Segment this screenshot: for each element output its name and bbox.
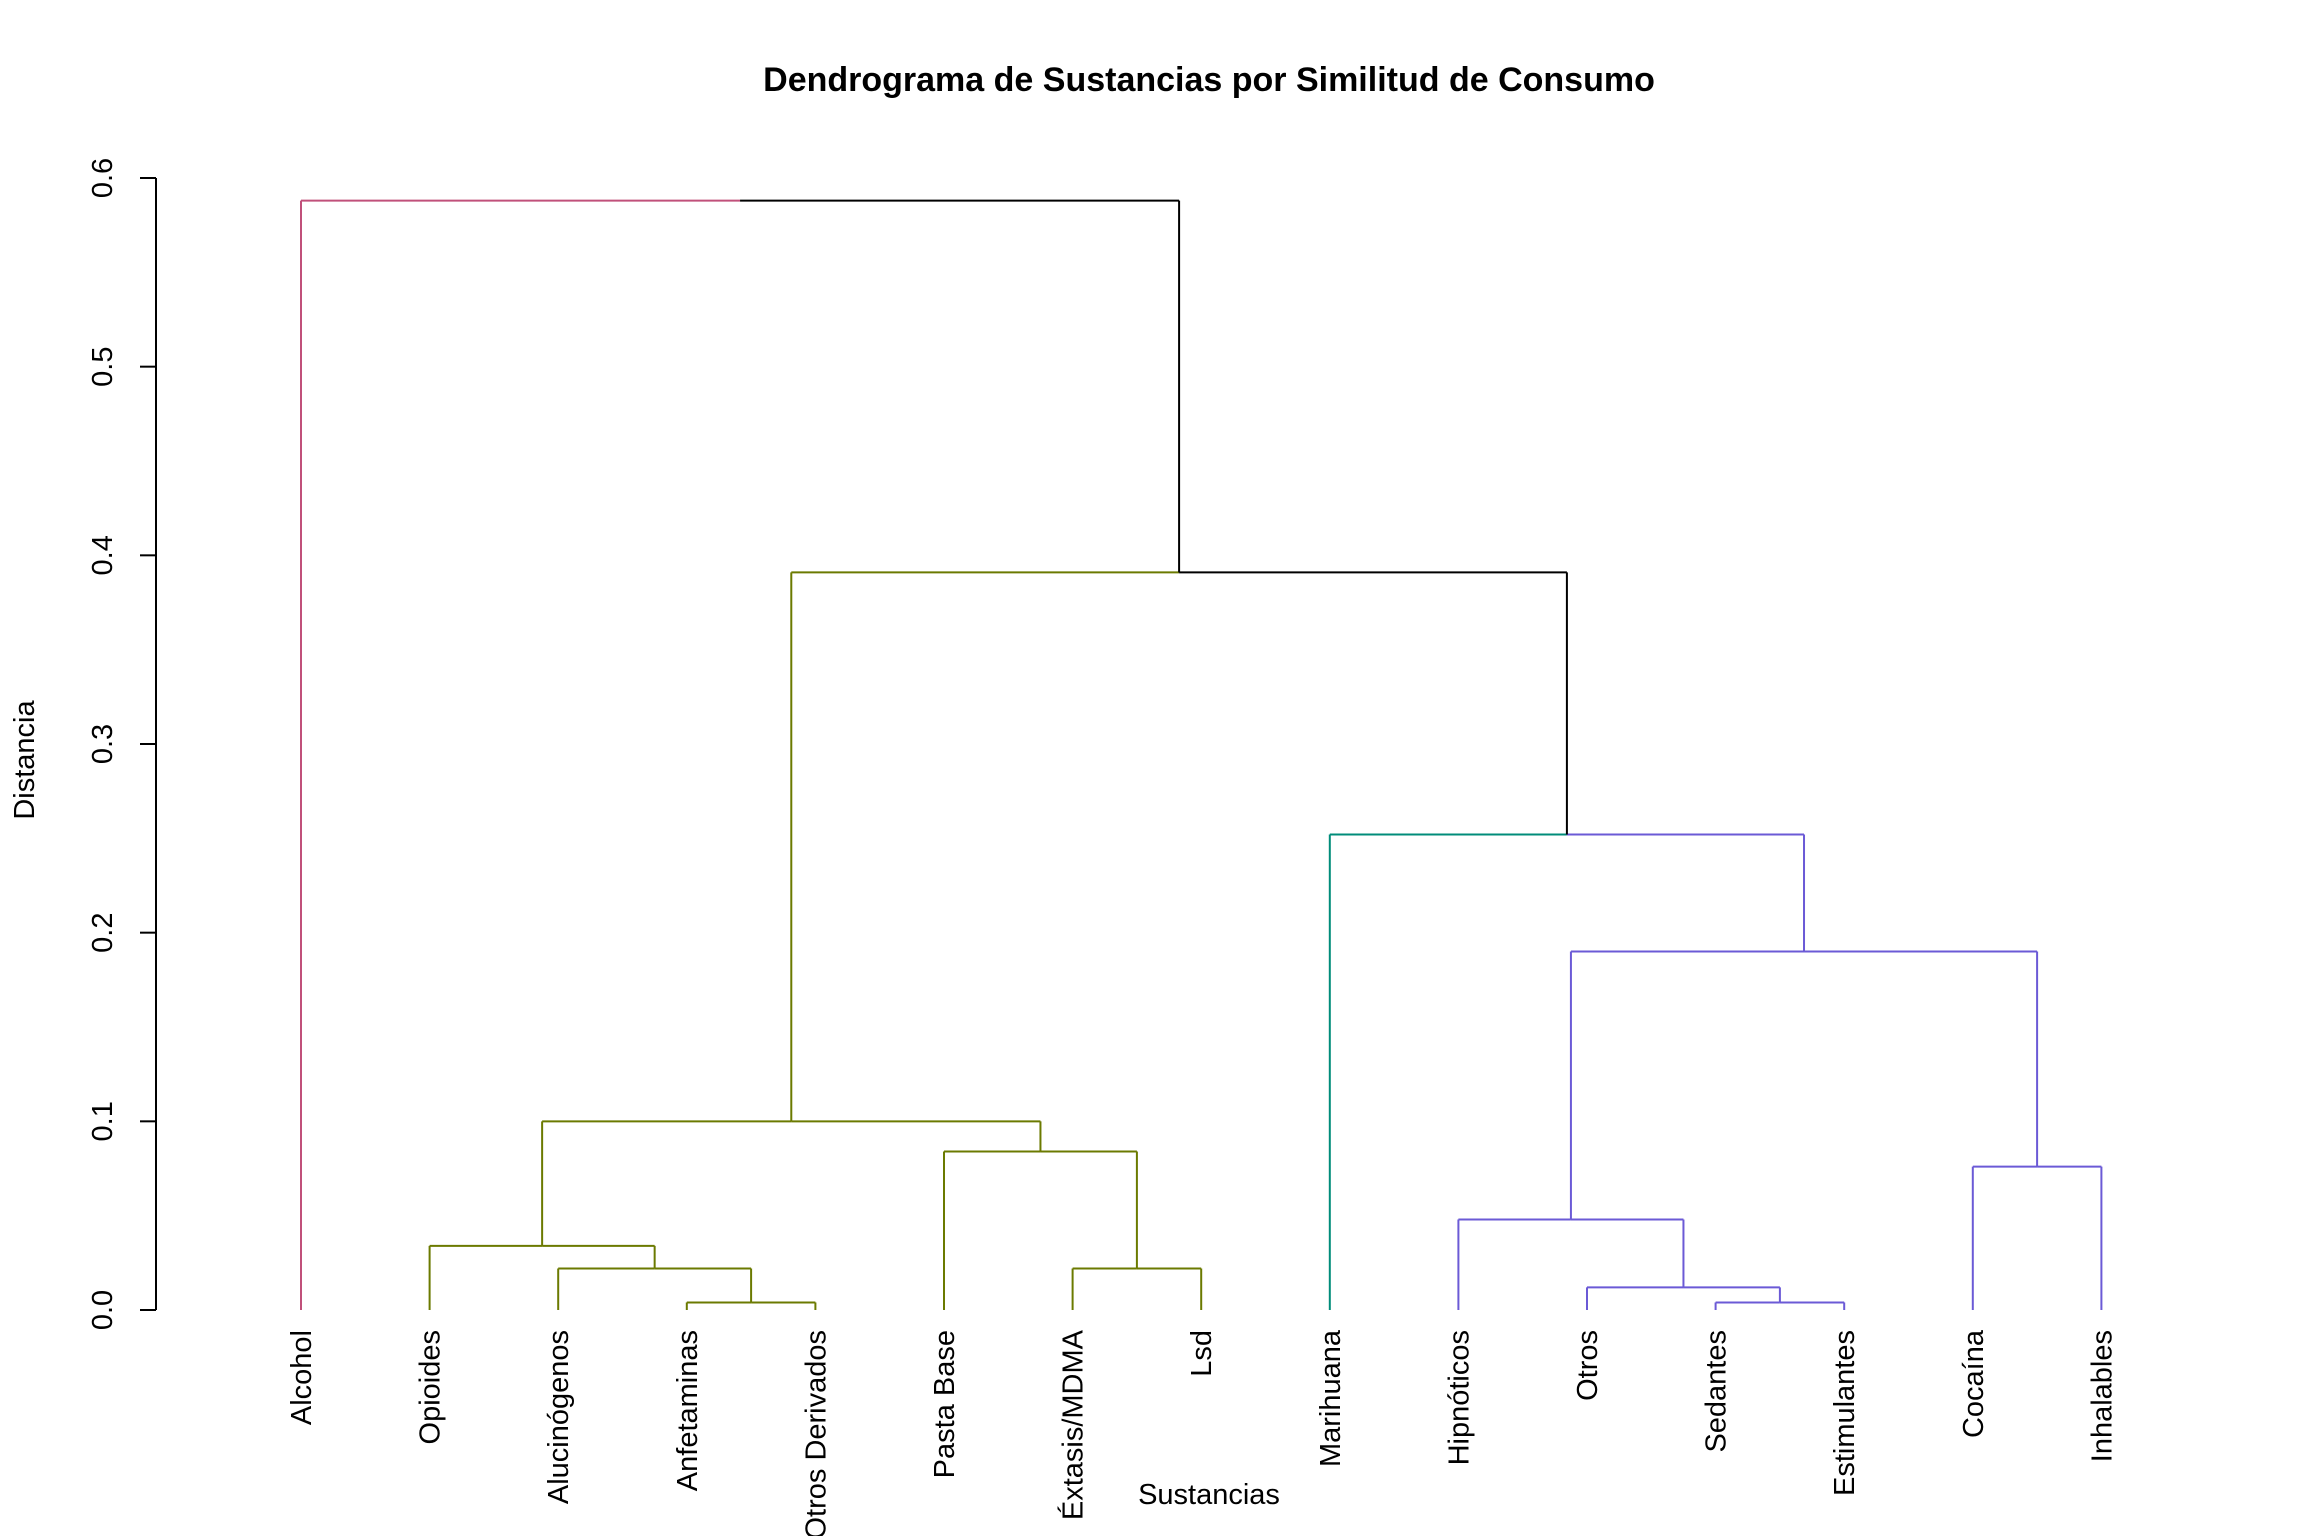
y-tick-label: 0.4 [87,535,119,575]
merge-4 [1071,1267,1203,1310]
leaf-labels: Alcohol Opioides Alucinógenos Anfetaminas Ot… [286,1329,2118,1536]
leaf-label-cocaina: Cocaína [1958,1329,1990,1438]
leaf-label-opioides: Opioides [415,1330,447,1444]
y-tick-label: 0.5 [87,347,119,387]
merge-3 [428,1244,656,1310]
merge-11 [1569,950,2039,1220]
y-tick-label: 0.3 [87,724,119,764]
merge-7 [1714,1301,1846,1310]
merge-5 [943,1150,1138,1310]
merge-14 [300,199,1181,1310]
leaf-label-alcohol: Alcohol [286,1330,318,1425]
merge-8 [1586,1286,1781,1310]
y-tick-label: 0.2 [87,913,119,953]
merge-1 [685,1301,817,1310]
leaf-label-estimulantes: Estimulantes [1829,1330,1861,1496]
leaf-label-otros: Otros [1572,1330,1604,1401]
leaf-label-hipnoticos: Hipnóticos [1443,1330,1475,1465]
dendrogram-branches [300,199,2103,1310]
leaf-label-otros-derivados: Otros Derivados [800,1330,832,1536]
y-axis-label: Distancia [9,699,41,819]
leaf-label-sedantes: Sedantes [1701,1330,1733,1453]
leaf-label-alucinogenos: Alucinógenos [543,1330,575,1504]
merge-9 [1457,1218,1685,1310]
y-tick-label: 0.6 [87,158,119,198]
merge-12 [1328,833,1806,1310]
leaf-label-marihuana: Marihuana [1315,1329,1347,1467]
y-tick-label: 0.0 [87,1290,119,1330]
merge-2 [557,1267,753,1310]
leaf-label-anfetaminas: Anfetaminas [672,1330,704,1491]
leaf-label-pasta-base: Pasta Base [929,1330,961,1478]
leaf-label-lsd: Lsd [1186,1330,1218,1377]
merge-6 [541,1120,1042,1246]
x-axis-label: Sustancias [1138,1479,1280,1511]
leaf-label-extasis-mdma: Éxtasis/MDMA [1057,1329,1090,1520]
chart-title: Dendrograma de Sustancias por Similitud … [763,61,1655,99]
y-tick-label: 0.1 [87,1101,119,1141]
merge-13 [790,571,1568,1122]
leaf-label-inhalables: Inhalables [2086,1330,2118,1462]
merge-10 [1971,1165,2103,1310]
y-axis: 0.0 0.1 0.2 0.3 0.4 0.5 0.6 [87,158,157,1330]
